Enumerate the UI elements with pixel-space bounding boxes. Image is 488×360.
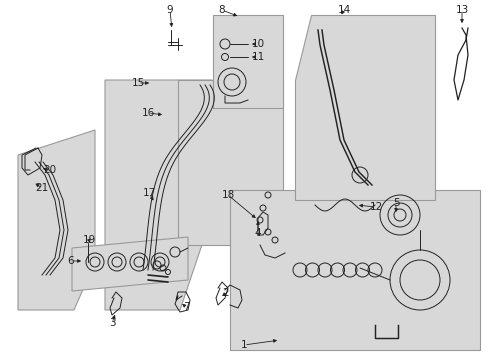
Text: 10: 10 [251,39,264,49]
Text: 16: 16 [141,108,154,118]
Text: 2: 2 [222,288,229,298]
Polygon shape [72,237,187,291]
Text: 1: 1 [240,340,247,350]
Text: 17: 17 [142,188,155,198]
Text: 13: 13 [454,5,468,15]
Text: 6: 6 [67,256,74,266]
Text: 5: 5 [392,198,399,208]
Polygon shape [294,15,434,200]
Polygon shape [229,190,479,350]
Text: 12: 12 [368,202,382,212]
Text: 9: 9 [166,5,173,15]
Text: 15: 15 [131,78,144,88]
Polygon shape [18,130,95,310]
Text: 4: 4 [254,228,261,238]
Polygon shape [105,80,212,310]
Polygon shape [213,15,283,108]
Text: 11: 11 [251,52,264,62]
Polygon shape [178,80,283,245]
Text: 7: 7 [183,302,189,312]
Text: 18: 18 [221,190,234,200]
Text: 8: 8 [218,5,225,15]
Text: 14: 14 [337,5,350,15]
Text: 3: 3 [108,318,115,328]
Text: 20: 20 [43,165,57,175]
Text: 21: 21 [35,183,48,193]
Text: 19: 19 [82,235,96,245]
